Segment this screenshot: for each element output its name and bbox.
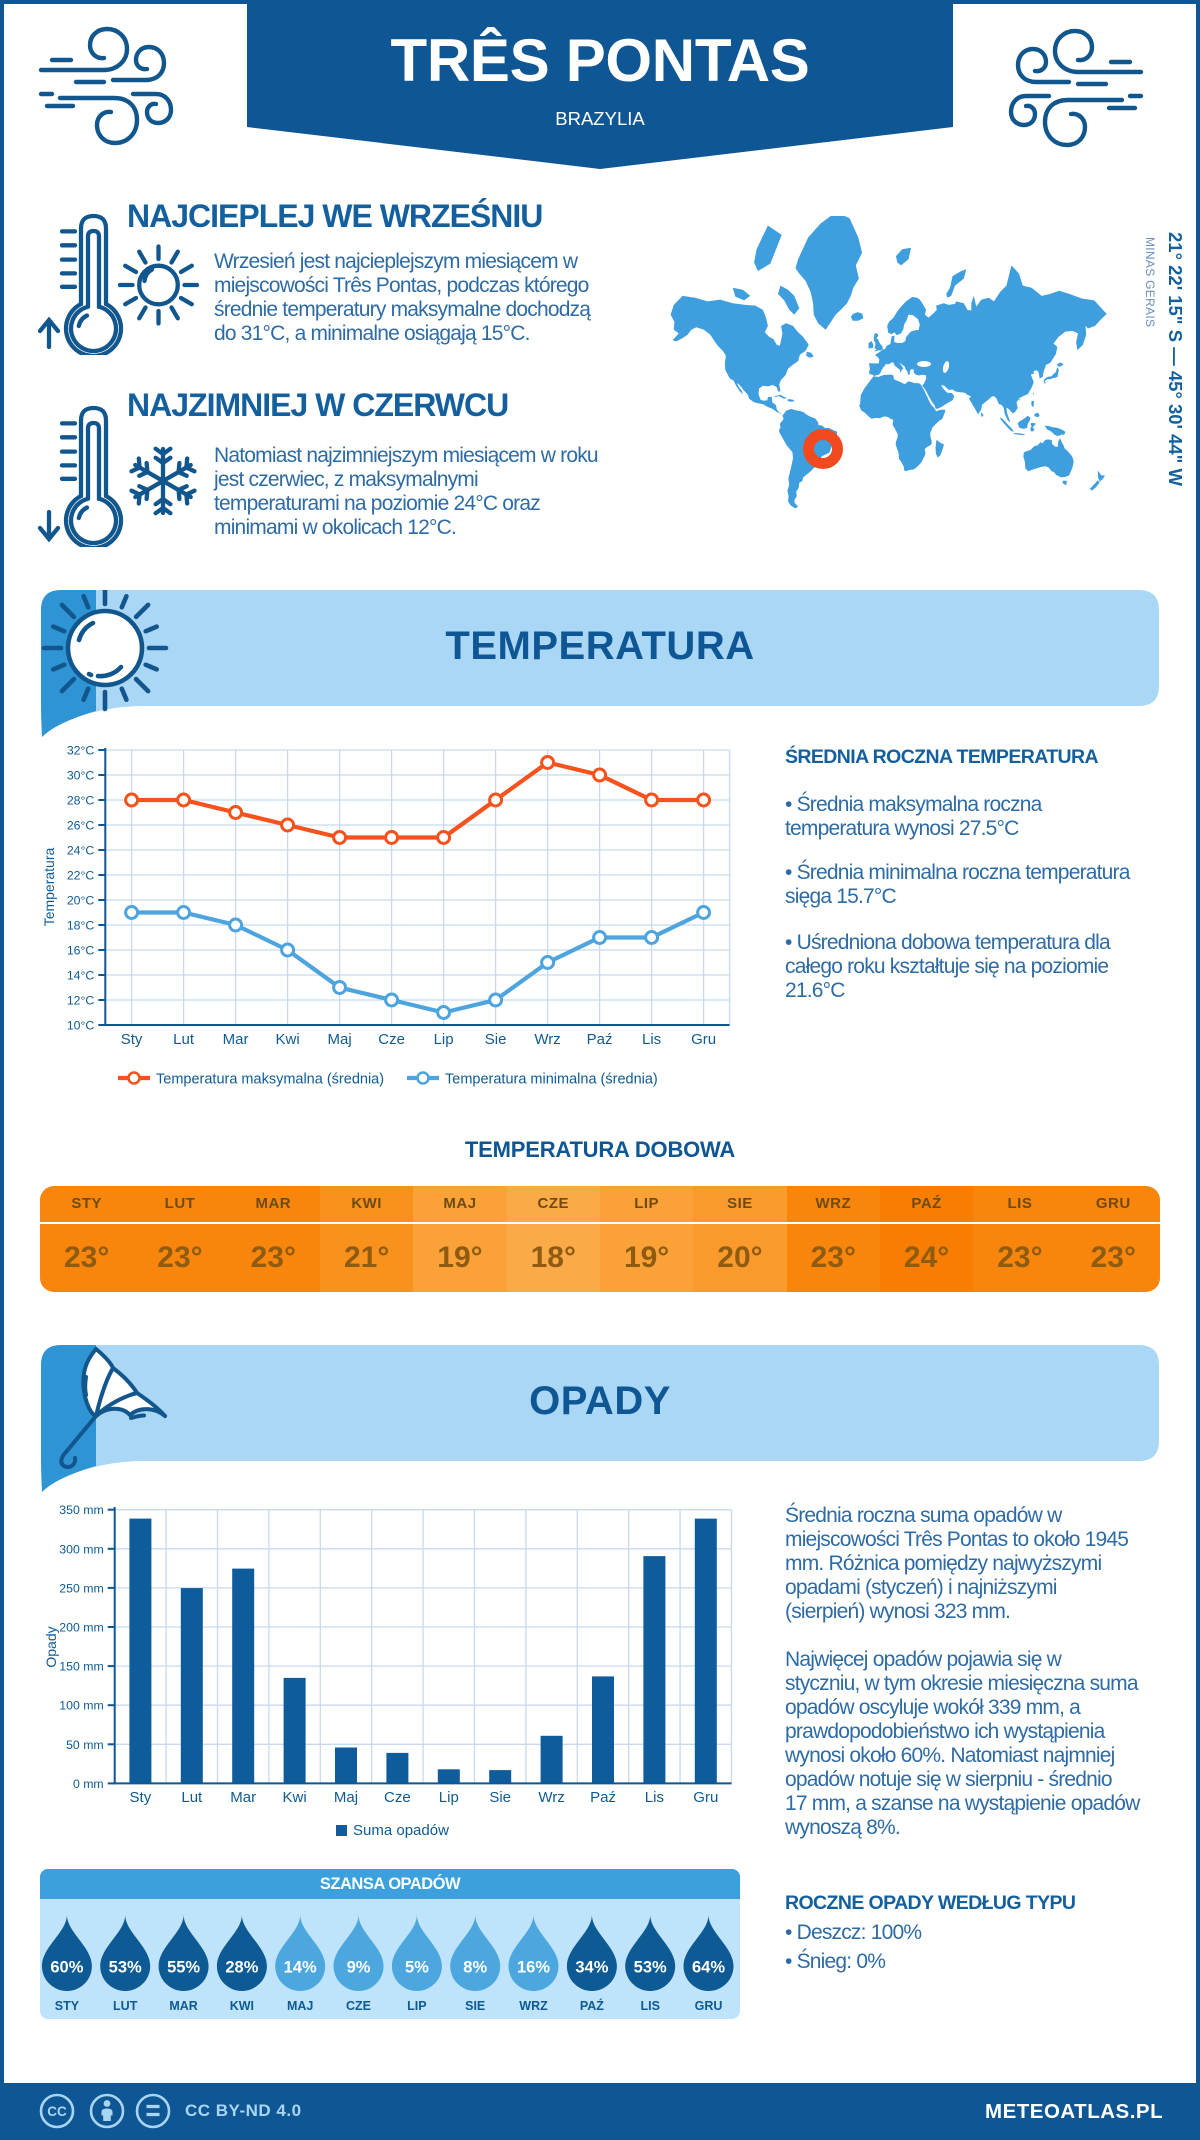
svg-text:CC: CC (47, 2104, 67, 2119)
svg-text:9%: 9% (347, 1958, 371, 1976)
svg-text:Cze: Cze (384, 1789, 411, 1806)
svg-text:MAR: MAR (169, 1999, 197, 2013)
svg-text:28°C: 28°C (67, 794, 95, 808)
svg-text:MAJ: MAJ (287, 1999, 313, 2013)
svg-text:50 mm: 50 mm (66, 1738, 104, 1752)
svg-text:Lip: Lip (439, 1789, 459, 1806)
svg-text:Cze: Cze (378, 1031, 405, 1048)
svg-text:64%: 64% (692, 1958, 725, 1976)
svg-text:10°C: 10°C (67, 1019, 95, 1033)
svg-text:300 mm: 300 mm (59, 1542, 103, 1556)
svg-text:STY: STY (55, 1999, 80, 2013)
svg-text:150 mm: 150 mm (59, 1660, 103, 1674)
svg-text:LUT: LUT (113, 1999, 138, 2013)
svg-text:12°C: 12°C (67, 994, 95, 1008)
svg-text:14°C: 14°C (67, 969, 95, 983)
svg-text:Suma opadów: Suma opadów (353, 1822, 449, 1839)
svg-text:16%: 16% (517, 1958, 550, 1976)
svg-text:Mar: Mar (230, 1789, 256, 1806)
svg-text:Gru: Gru (693, 1789, 718, 1806)
svg-text:PAŹ: PAŹ (580, 1998, 604, 2013)
svg-text:GRU: GRU (695, 1999, 723, 2013)
svg-text:5%: 5% (405, 1958, 429, 1976)
svg-text:LIP: LIP (407, 1999, 426, 2013)
svg-text:18°C: 18°C (67, 919, 95, 933)
svg-text:0 mm: 0 mm (73, 1777, 104, 1791)
svg-text:24°C: 24°C (67, 844, 95, 858)
svg-text:Sie: Sie (489, 1789, 511, 1806)
svg-text:26°C: 26°C (67, 819, 95, 833)
svg-text:20°C: 20°C (67, 894, 95, 908)
svg-text:Gru: Gru (691, 1031, 716, 1048)
svg-text:28%: 28% (225, 1958, 258, 1976)
svg-text:Lis: Lis (642, 1031, 661, 1048)
svg-text:KWI: KWI (230, 1999, 254, 2013)
svg-text:Maj: Maj (328, 1031, 352, 1048)
svg-text:Sie: Sie (485, 1031, 507, 1048)
svg-text:100 mm: 100 mm (59, 1699, 103, 1713)
svg-text:14%: 14% (284, 1958, 317, 1976)
svg-text:Opady: Opady (43, 1626, 59, 1667)
svg-text:32°C: 32°C (67, 744, 95, 758)
svg-text:Kwi: Kwi (276, 1031, 300, 1048)
svg-text:Temperatura minimalna (średnia: Temperatura minimalna (średnia) (445, 1072, 658, 1088)
svg-text:Paź: Paź (587, 1031, 613, 1048)
svg-text:Paź: Paź (590, 1789, 616, 1806)
svg-text:200 mm: 200 mm (59, 1621, 103, 1635)
svg-text:22°C: 22°C (67, 869, 95, 883)
svg-text:Lip: Lip (434, 1031, 454, 1048)
svg-text:Temperatura: Temperatura (41, 847, 57, 926)
svg-text:Lis: Lis (645, 1789, 664, 1806)
svg-text:Kwi: Kwi (283, 1789, 307, 1806)
svg-text:55%: 55% (167, 1958, 200, 1976)
svg-text:WRZ: WRZ (519, 1999, 548, 2013)
svg-text:16°C: 16°C (67, 944, 95, 958)
svg-text:Lut: Lut (173, 1031, 195, 1048)
svg-text:60%: 60% (50, 1958, 83, 1976)
svg-text:30°C: 30°C (67, 769, 95, 783)
svg-text:34%: 34% (575, 1958, 608, 1976)
svg-text:53%: 53% (634, 1958, 667, 1976)
svg-text:CZE: CZE (346, 1999, 371, 2013)
svg-text:Sty: Sty (130, 1789, 152, 1806)
svg-text:250 mm: 250 mm (59, 1581, 103, 1595)
svg-text:350 mm: 350 mm (59, 1503, 103, 1517)
svg-text:Sty: Sty (121, 1031, 143, 1048)
svg-text:SIE: SIE (465, 1999, 485, 2013)
svg-text:Wrz: Wrz (534, 1031, 560, 1048)
svg-text:53%: 53% (109, 1958, 142, 1976)
svg-text:Maj: Maj (334, 1789, 358, 1806)
svg-text:Mar: Mar (223, 1031, 249, 1048)
svg-text:Temperatura maksymalna (średni: Temperatura maksymalna (średnia) (156, 1072, 384, 1088)
svg-text:8%: 8% (463, 1958, 487, 1976)
svg-text:Lut: Lut (181, 1789, 203, 1806)
svg-text:Wrz: Wrz (538, 1789, 564, 1806)
svg-text:LIS: LIS (640, 1999, 659, 2013)
